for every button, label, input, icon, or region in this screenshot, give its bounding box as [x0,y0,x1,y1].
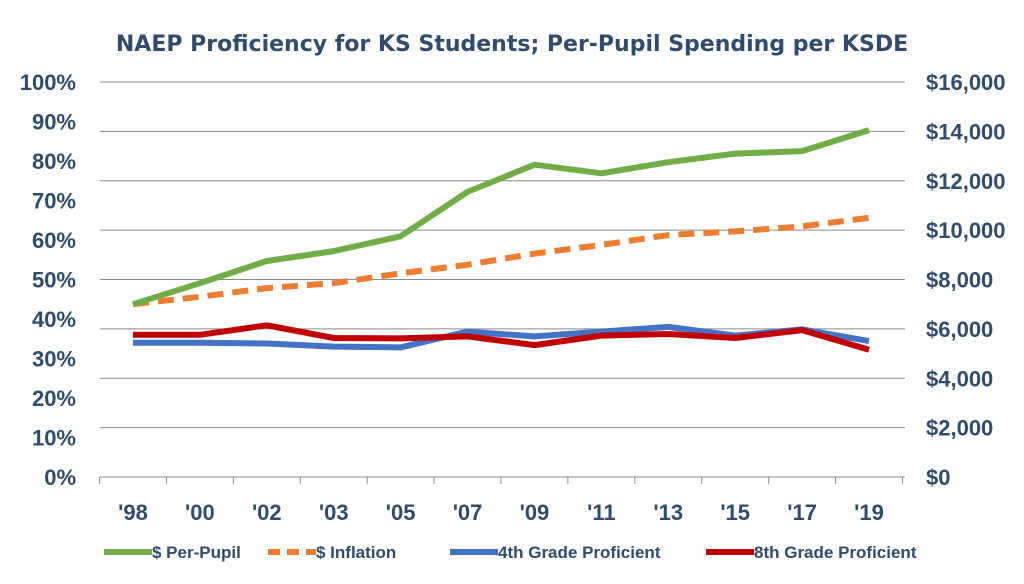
x-tick-label: '17 [787,500,817,525]
legend-label: 8th Grade Proficient [754,543,917,562]
x-tick-label: '19 [854,500,884,525]
legend-label: $ Per-Pupil [152,543,241,562]
legend: $ Per-Pupil $ Inflation 4th Grade Proficie… [104,543,917,562]
left-tick-label: 50% [32,268,76,293]
x-tick-label: '03 [319,500,349,525]
left-tick-label: 20% [32,386,76,411]
x-tick-label: '00 [185,500,215,525]
left-tick-label: 30% [32,347,76,372]
left-tick-label: 90% [32,110,76,135]
x-tick-label: '02 [252,500,282,525]
right-tick-label: $10,000 [926,218,1006,243]
left-tick-label: 0% [44,465,76,490]
right-tick-label: $14,000 [926,119,1006,144]
series-lines [132,127,870,353]
x-tick-label: '09 [520,500,550,525]
right-tick-label: $0 [926,465,950,490]
left-tick-label: 100% [20,70,76,95]
left-tick-label: 10% [32,426,76,451]
right-tick-label: $12,000 [926,169,1006,194]
right-tick-label: $16,000 [926,70,1006,95]
x-tick-label: '98 [118,500,148,525]
gridlines [99,81,905,484]
left-tick-label: 80% [32,149,76,174]
series-line-per-pupil [132,127,870,308]
right-tick-label: $4,000 [926,366,993,391]
x-tick-label: '05 [386,500,416,525]
x-axis-ticks: '98 '00 '02 '03 '05 '07 '09 '11 '13 '15 '17 '19 [118,500,884,525]
right-tick-label: $8,000 [926,268,993,293]
left-tick-label: 60% [32,228,76,253]
right-tick-label: $2,000 [926,416,993,441]
series-line-inflation [132,214,870,308]
series-line-8th-grade-proficient [133,322,870,353]
legend-label: $ Inflation [316,543,396,562]
left-tick-label: 70% [32,189,76,214]
right-tick-label: $6,000 [926,317,993,342]
left-axis-ticks: 0% 10% 20% 30% 40% 50% 60% 70% 80% 90% 100% [20,70,76,490]
x-tick-label: '11 [587,500,616,525]
chart-title: NAEP Proficiency for KS Students; Per-Pu… [116,32,908,57]
legend-label: 4th Grade Proficient [498,543,661,562]
x-tick-label: '07 [453,500,483,525]
x-tick-label: '13 [653,500,683,525]
left-tick-label: 40% [32,307,76,332]
x-tick-label: '15 [720,500,750,525]
right-axis-ticks: $0 $2,000 $4,000 $6,000 $8,000 $10,000 $12,000… [926,70,1006,490]
